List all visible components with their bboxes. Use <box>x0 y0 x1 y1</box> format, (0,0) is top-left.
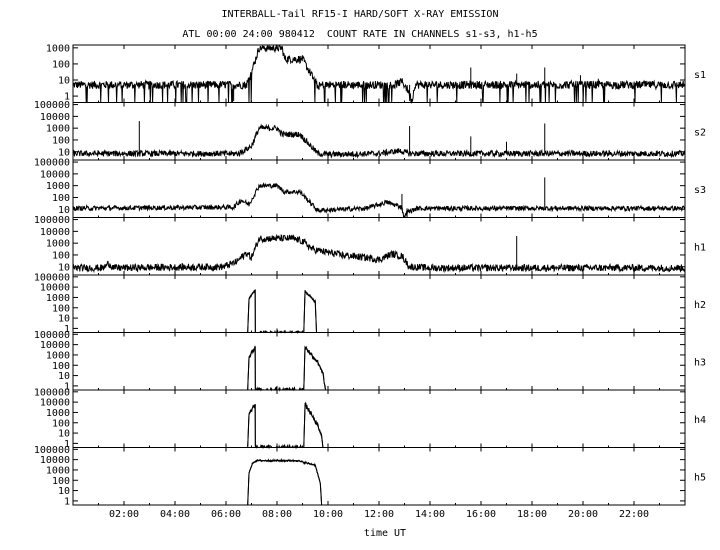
y-tick-label-s3: 10000 <box>40 169 70 180</box>
y-tick-label-h4: 100 <box>52 418 70 429</box>
series-line-h5 <box>247 457 323 505</box>
y-tick-label-h1: 1000 <box>46 239 70 250</box>
y-tick-label-h3: 100000 <box>34 330 70 341</box>
x-tick-label: 12:00 <box>364 509 394 520</box>
y-tick-label-s3: 100 <box>52 193 70 204</box>
y-tick-label-h2: 1 <box>64 324 70 335</box>
y-tick-label-s1: 10 <box>58 76 70 87</box>
y-tick-label-h2: 10 <box>58 314 70 325</box>
x-tick-label: 06:00 <box>211 509 241 520</box>
y-tick-label-h1: 100000 <box>34 215 70 226</box>
y-tick-label-h4: 10000 <box>40 398 70 409</box>
series-line-h4 <box>247 401 324 450</box>
y-tick-label-h2: 10000 <box>40 283 70 294</box>
series-line-h2 <box>247 289 317 335</box>
y-tick-label-h5: 10000 <box>40 455 70 466</box>
x-tick-label: 04:00 <box>160 509 190 520</box>
y-tick-label-h1: 10 <box>58 262 70 273</box>
x-axis-label: time UT <box>363 528 407 539</box>
y-tick-label-s3: 10 <box>58 205 70 216</box>
y-tick-label-s1: 1 <box>64 92 70 103</box>
chart-title: INTERBALL-Tail RF15-I HARD/SOFT X-RAY EM… <box>221 9 499 20</box>
y-tick-label-h1: 100 <box>52 250 70 261</box>
y-tick-label-s3: 100000 <box>34 158 70 169</box>
x-tick-label: 20:00 <box>568 509 598 520</box>
series-envelope-h3 <box>247 345 326 391</box>
y-tick-label-h5: 1 <box>64 496 70 507</box>
series-line-s2 <box>72 123 686 159</box>
y-tick-label-h5: 10 <box>58 486 70 497</box>
chart-subtitle: ATL 00:00 24:00 980412 COUNT RATE IN CHA… <box>182 29 538 40</box>
series-envelope-h4 <box>247 402 324 448</box>
y-tick-label-h4: 1000 <box>46 408 70 419</box>
y-tick-label-s2: 10000 <box>40 112 70 123</box>
series-envelope-h5 <box>247 460 323 506</box>
series-line-h1 <box>72 233 686 274</box>
y-tick-label-h1: 10000 <box>40 227 70 238</box>
y-tick-label-s2: 100 <box>52 135 70 146</box>
y-tick-label-h3: 100 <box>52 361 70 372</box>
x-tick-label: 22:00 <box>619 509 649 520</box>
series-line-s3 <box>72 182 686 218</box>
panel-frame-s1 <box>72 44 686 103</box>
y-tick-label-s2: 10 <box>58 147 70 158</box>
y-tick-label-h2: 1000 <box>46 293 70 304</box>
y-tick-label-h5: 100 <box>52 476 70 487</box>
series-line-s1 <box>72 44 686 105</box>
series-envelope-h2 <box>247 289 317 333</box>
x-tick-label: 02:00 <box>109 509 139 520</box>
y-tick-label-h4: 1 <box>64 439 70 450</box>
y-tick-label-s2: 100000 <box>34 100 70 111</box>
x-tick-label: 14:00 <box>415 509 445 520</box>
x-tick-label: 08:00 <box>262 509 292 520</box>
x-tick-label: 18:00 <box>517 509 547 520</box>
series-label-s2: s2 <box>694 127 706 138</box>
y-tick-label-h4: 100000 <box>34 387 70 398</box>
y-tick-label-h3: 10000 <box>40 340 70 351</box>
y-tick-label-h2: 100000 <box>34 272 70 283</box>
series-label-h4: h4 <box>694 415 706 426</box>
series-label-s3: s3 <box>694 185 706 196</box>
y-tick-label-h5: 100000 <box>34 445 70 456</box>
panel-frame-h4 <box>72 389 686 448</box>
series-line-h3 <box>247 345 326 392</box>
y-tick-label-h3: 1 <box>64 381 70 392</box>
series-label-h1: h1 <box>694 242 706 253</box>
y-tick-label-h2: 100 <box>52 303 70 314</box>
y-tick-label-s3: 1000 <box>46 181 70 192</box>
panel-frame-h3 <box>72 332 686 391</box>
y-tick-label-h5: 1000 <box>46 465 70 476</box>
y-tick-label-h3: 10 <box>58 371 70 382</box>
y-tick-label-h3: 1000 <box>46 350 70 361</box>
y-tick-label-s1: 1000 <box>46 43 70 54</box>
x-tick-label: 10:00 <box>313 509 343 520</box>
series-label-s1: s1 <box>694 70 706 81</box>
series-label-h2: h2 <box>694 300 706 311</box>
series-label-h5: h5 <box>694 472 706 483</box>
y-tick-label-s1: 100 <box>52 59 70 70</box>
panel-frame-h2 <box>72 274 686 333</box>
y-tick-label-s2: 1000 <box>46 124 70 135</box>
x-tick-label: 16:00 <box>466 509 496 520</box>
y-tick-label-h4: 10 <box>58 429 70 440</box>
panel-frame-h5 <box>72 447 686 506</box>
series-label-h3: h3 <box>694 357 706 368</box>
